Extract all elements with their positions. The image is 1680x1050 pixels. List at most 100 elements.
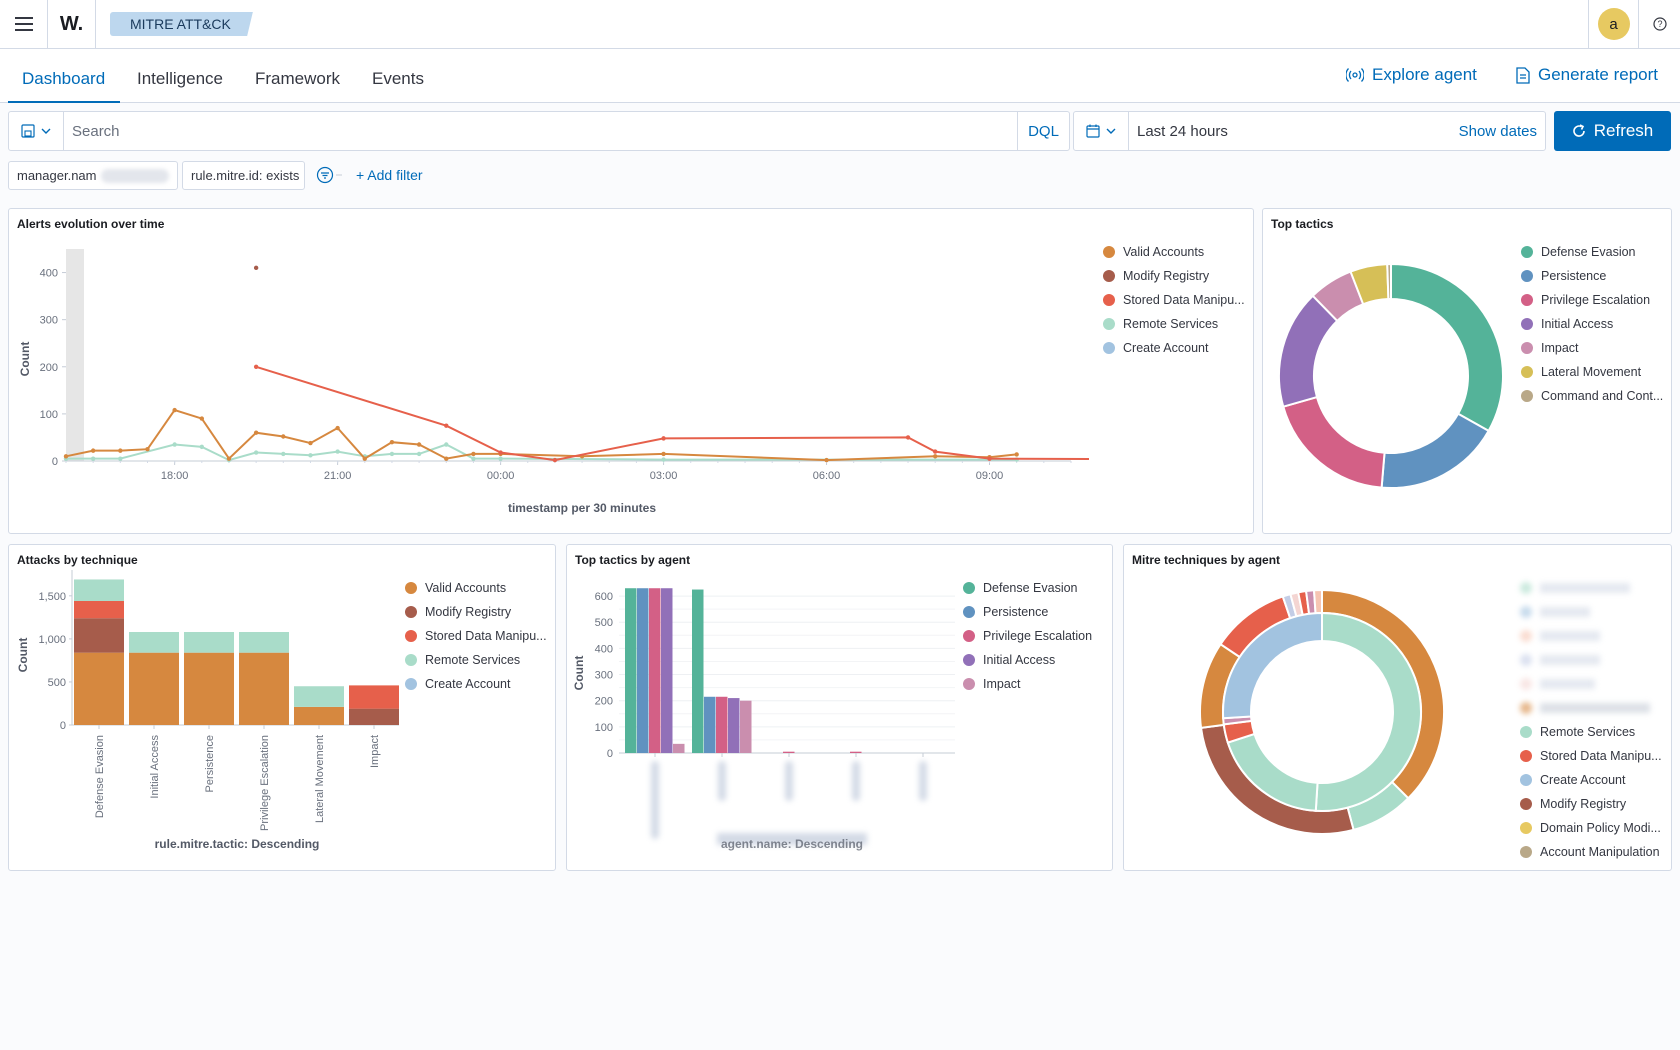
legend-swatch	[1521, 318, 1533, 330]
help-button[interactable]: ?	[1638, 0, 1680, 48]
data-point	[335, 449, 340, 454]
legend-label: Impact	[1541, 341, 1579, 355]
data-point	[471, 451, 476, 457]
explore-agent-button[interactable]: Explore agent	[1346, 65, 1477, 85]
filter-icon	[316, 166, 342, 184]
legend-item[interactable]: Privilege Escalation	[1521, 288, 1663, 312]
bar-segment	[74, 579, 124, 601]
filter-options-button[interactable]	[316, 166, 344, 187]
legend-item[interactable]: Persistence	[963, 600, 1092, 624]
redacted-agent-name	[651, 761, 659, 839]
panel-title: Alerts evolution over time	[17, 217, 165, 231]
legend-swatch	[1520, 774, 1532, 786]
legend-swatch	[1103, 342, 1115, 354]
query-language-button[interactable]: DQL	[1017, 112, 1069, 150]
bar	[728, 698, 740, 753]
query-bar: DQL	[8, 111, 1070, 151]
tab-events[interactable]: Events	[372, 69, 424, 88]
alerts-line-chart: 0 100 200 300 400 18:00 21:00 00:00 03:00 06:00 09…	[18, 249, 1089, 515]
legend-item[interactable]: Command and Cont...	[1521, 384, 1663, 408]
legend-item[interactable]: Remote Services	[1103, 312, 1245, 336]
legend-item[interactable]: Domain Policy Modi...	[1520, 816, 1662, 840]
menu-button[interactable]	[0, 0, 48, 48]
tab-bar: Dashboard Intelligence Framework Events …	[0, 49, 1680, 103]
generate-report-button[interactable]: Generate report	[1516, 65, 1658, 85]
bar-segment	[74, 601, 124, 619]
legend-item[interactable]: Modify Registry	[1520, 792, 1662, 816]
refresh-button[interactable]: Refresh	[1554, 111, 1671, 151]
add-filter-button[interactable]: + Add filter	[356, 167, 423, 183]
filter-pill-manager[interactable]: manager.nam	[8, 161, 178, 190]
data-point	[444, 423, 449, 428]
legend-item[interactable]: Impact	[1521, 336, 1663, 360]
legend-item[interactable]: Lateral Movement	[1521, 360, 1663, 384]
legend-item[interactable]: Remote Services	[1520, 720, 1662, 744]
donut-slice	[1314, 611, 1422, 812]
tab-dashboard[interactable]: Dashboard	[22, 69, 106, 88]
saved-queries-button[interactable]	[9, 112, 64, 150]
legend-label: Privilege Escalation	[983, 629, 1093, 643]
date-range-label[interactable]: Last 24 hours	[1137, 122, 1228, 140]
show-dates-link[interactable]: Show dates	[1458, 122, 1537, 140]
legend-label: Stored Data Manipu...	[1540, 749, 1662, 763]
data-point	[308, 440, 313, 446]
legend-label: Modify Registry	[1540, 797, 1627, 811]
legend-item[interactable]: Initial Access	[1521, 312, 1663, 336]
legend-item[interactable]: Valid Accounts	[405, 576, 547, 600]
legend-item[interactable]: Defense Evasion	[1521, 240, 1663, 264]
legend-item[interactable]: Persistence	[1521, 264, 1663, 288]
tab-intelligence[interactable]: Intelligence	[137, 69, 224, 88]
legend-item[interactable]: Modify Registry	[405, 600, 547, 624]
search-input[interactable]	[64, 112, 1017, 150]
app-logo[interactable]: W.	[48, 0, 96, 48]
techniques-by-agent-donut	[1199, 588, 1445, 835]
y-tick-label: 100	[40, 409, 58, 421]
x-tick-label: Lateral Movement	[314, 735, 326, 823]
legend-item[interactable]: Modify Registry	[1103, 264, 1245, 288]
data-point	[498, 456, 503, 461]
y-tick-label: 100	[595, 722, 613, 734]
x-tick-label: 18:00	[161, 470, 189, 482]
donut-slice	[1312, 588, 1323, 615]
legend-item[interactable]: Defense Evasion	[963, 576, 1092, 600]
y-axis-label: Count	[572, 656, 586, 691]
legend-item[interactable]: Account Manipulation	[1520, 840, 1662, 864]
quick-date-button[interactable]	[1074, 112, 1129, 150]
data-point	[1014, 452, 1019, 457]
legend-item[interactable]: Stored Data Manipu...	[405, 624, 547, 648]
date-picker: Last 24 hours Show dates	[1073, 111, 1546, 151]
donut-slice	[1380, 412, 1490, 489]
panel-title: Attacks by technique	[17, 553, 138, 567]
y-tick-label: 0	[60, 720, 66, 732]
y-axis-label: Count	[16, 638, 30, 673]
refresh-label: Refresh	[1593, 121, 1654, 140]
legend-item[interactable]: Initial Access	[963, 648, 1092, 672]
legend-label: Create Account	[1540, 773, 1626, 787]
breadcrumb[interactable]: MITRE ATT&CK	[110, 12, 253, 36]
legend-label: Impact	[983, 677, 1021, 691]
legend-item[interactable]: Create Account	[1520, 768, 1662, 792]
legend-item[interactable]: Create Account	[405, 672, 547, 696]
bar-segment	[349, 685, 399, 709]
user-avatar[interactable]: a	[1597, 8, 1630, 40]
legend-item[interactable]: Remote Services	[405, 648, 547, 672]
data-point	[253, 364, 259, 369]
legend-swatch	[1520, 726, 1532, 738]
filter-pill-mitre-id[interactable]: rule.mitre.id: exists	[182, 161, 305, 190]
data-point	[932, 454, 938, 459]
generate-report-label: Generate report	[1538, 65, 1659, 84]
donut-slice	[1390, 262, 1503, 433]
data-point	[253, 450, 259, 455]
legend-item[interactable]: Stored Data Manipu...	[1520, 744, 1662, 768]
legend-item[interactable]: Stored Data Manipu...	[1103, 288, 1245, 312]
legend-item[interactable]: Valid Accounts	[1103, 240, 1245, 264]
legend-item[interactable]: Impact	[963, 672, 1092, 696]
legend-techniques-by-agent: Remote Services Stored Data Manipu... Crea…	[1520, 720, 1662, 864]
legend-label: Stored Data Manipu...	[1123, 293, 1245, 307]
legend-swatch	[1521, 390, 1533, 402]
legend-item[interactable]: Privilege Escalation	[963, 624, 1092, 648]
redacted-agent-name	[852, 761, 860, 801]
tab-framework[interactable]: Framework	[255, 69, 341, 88]
y-tick-label: 0	[607, 748, 613, 760]
legend-item[interactable]: Create Account	[1103, 336, 1245, 360]
